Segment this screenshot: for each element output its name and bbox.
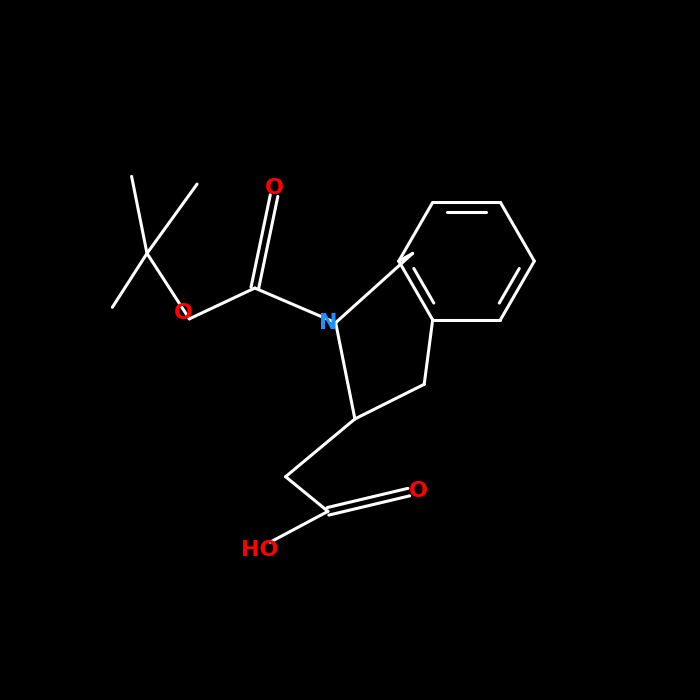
Text: O: O: [409, 481, 428, 500]
Text: O: O: [174, 302, 192, 323]
Text: O: O: [265, 178, 284, 198]
Text: N: N: [318, 313, 337, 332]
Text: HO: HO: [241, 540, 278, 560]
